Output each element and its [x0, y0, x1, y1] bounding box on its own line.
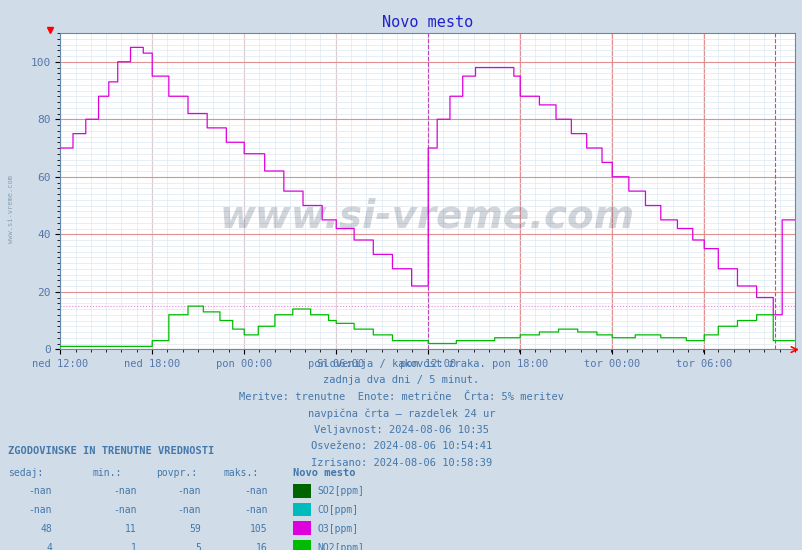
Text: 1: 1 [131, 542, 136, 550]
Text: zadnja dva dni / 5 minut.: zadnja dva dni / 5 minut. [323, 375, 479, 385]
Text: -nan: -nan [177, 505, 200, 515]
Text: -nan: -nan [177, 486, 200, 497]
Text: 16: 16 [255, 542, 267, 550]
Text: -nan: -nan [244, 505, 267, 515]
Title: Novo mesto: Novo mesto [382, 15, 472, 30]
Text: 105: 105 [249, 524, 267, 534]
Text: sedaj:: sedaj: [8, 468, 43, 478]
Text: Meritve: trenutne  Enote: metrične  Črta: 5% meritev: Meritve: trenutne Enote: metrične Črta: … [239, 392, 563, 402]
Text: 4: 4 [47, 542, 52, 550]
Text: www.si-vreme.com: www.si-vreme.com [8, 175, 14, 243]
Text: -nan: -nan [29, 505, 52, 515]
Text: -nan: -nan [113, 486, 136, 497]
Text: Izrisano: 2024-08-06 10:58:39: Izrisano: 2024-08-06 10:58:39 [310, 458, 492, 468]
Text: -nan: -nan [113, 505, 136, 515]
Text: ZGODOVINSKE IN TRENUTNE VREDNOSTI: ZGODOVINSKE IN TRENUTNE VREDNOSTI [8, 446, 214, 456]
Text: -nan: -nan [29, 486, 52, 497]
Text: CO[ppm]: CO[ppm] [317, 505, 358, 515]
Text: Novo mesto: Novo mesto [293, 468, 355, 478]
Text: navpična črta – razdelek 24 ur: navpična črta – razdelek 24 ur [307, 408, 495, 419]
Text: Veljavnost: 2024-08-06 10:35: Veljavnost: 2024-08-06 10:35 [314, 425, 488, 435]
Text: 5: 5 [195, 542, 200, 550]
Text: O3[ppm]: O3[ppm] [317, 524, 358, 534]
Text: NO2[ppm]: NO2[ppm] [317, 542, 364, 550]
Text: 11: 11 [124, 524, 136, 534]
Text: maks.:: maks.: [223, 468, 258, 478]
Text: min.:: min.: [92, 468, 122, 478]
Text: 59: 59 [188, 524, 200, 534]
Text: SO2[ppm]: SO2[ppm] [317, 486, 364, 497]
Text: Slovenija / kakovost zraka.: Slovenija / kakovost zraka. [317, 359, 485, 369]
Text: -nan: -nan [244, 486, 267, 497]
Text: Osveženo: 2024-08-06 10:54:41: Osveženo: 2024-08-06 10:54:41 [310, 441, 492, 451]
Text: www.si-vreme.com: www.si-vreme.com [220, 197, 634, 235]
Text: 48: 48 [40, 524, 52, 534]
Text: povpr.:: povpr.: [156, 468, 197, 478]
